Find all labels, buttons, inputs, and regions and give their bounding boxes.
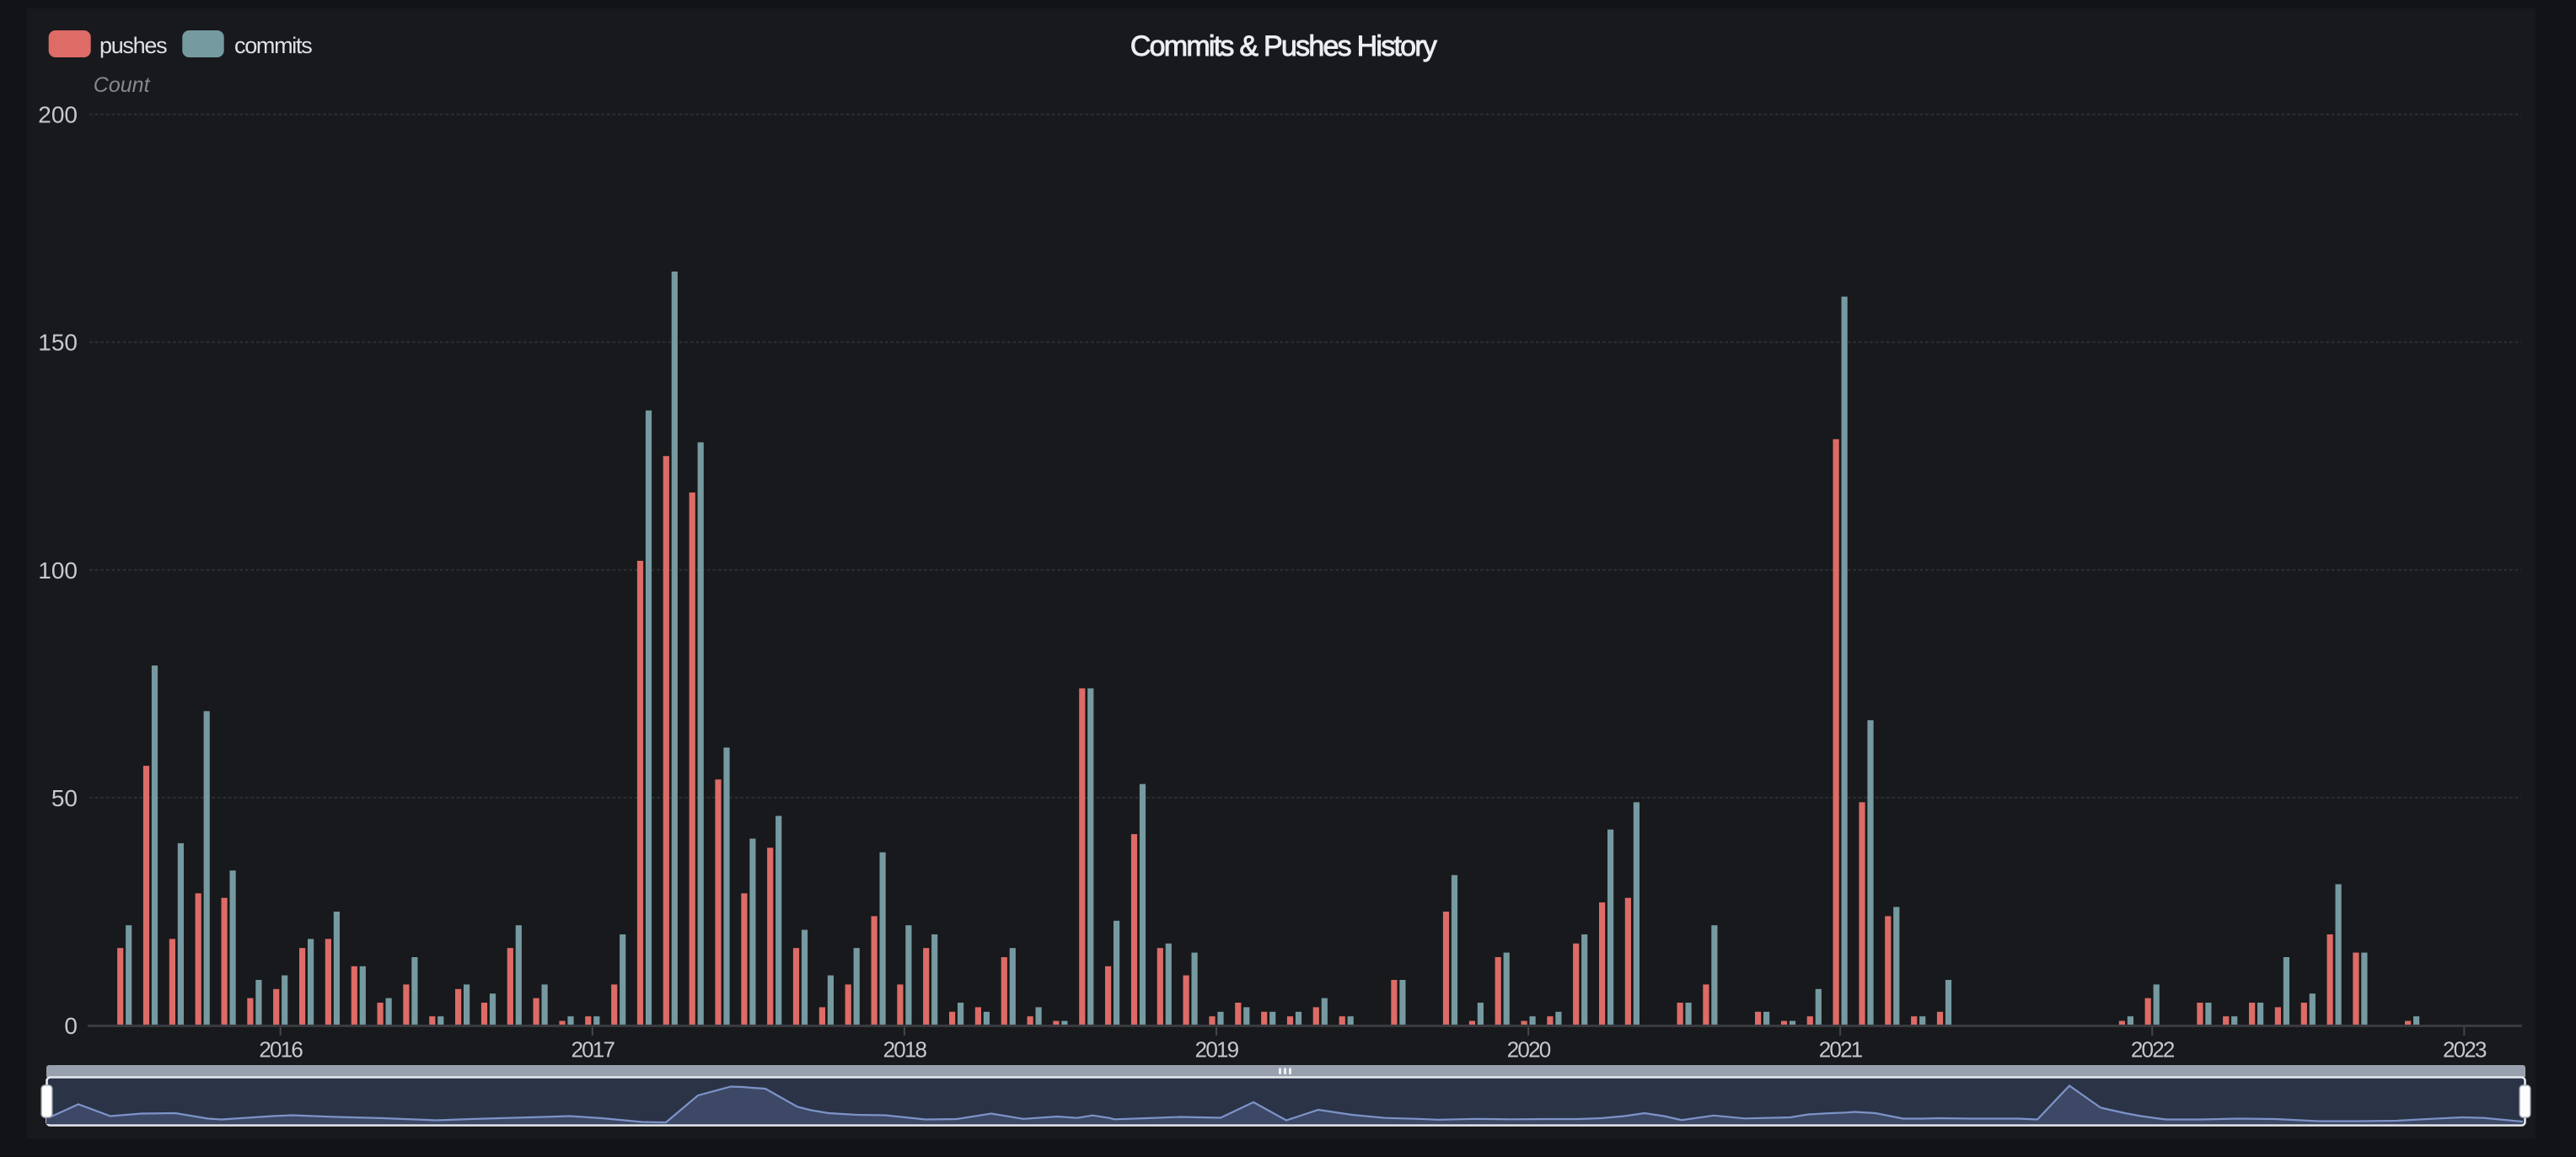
- svg-text:2021: 2021: [1819, 1037, 1863, 1063]
- svg-text:2017: 2017: [571, 1037, 614, 1063]
- svg-text:Commits & Pushes History: Commits & Pushes History: [1130, 30, 1437, 62]
- svg-text:150: 150: [38, 330, 78, 356]
- svg-text:commits: commits: [234, 33, 312, 58]
- svg-text:Count: Count: [94, 73, 151, 97]
- svg-text:pushes: pushes: [99, 33, 167, 58]
- svg-text:50: 50: [51, 785, 78, 811]
- svg-text:2018: 2018: [883, 1037, 927, 1063]
- svg-text:100: 100: [38, 557, 78, 584]
- svg-text:2016: 2016: [259, 1037, 303, 1063]
- svg-text:2020: 2020: [1507, 1037, 1551, 1063]
- svg-text:2023: 2023: [2443, 1037, 2487, 1063]
- svg-text:0: 0: [64, 1013, 78, 1039]
- svg-text:2019: 2019: [1195, 1037, 1239, 1063]
- svg-text:2022: 2022: [2131, 1037, 2175, 1063]
- svg-text:200: 200: [38, 102, 78, 128]
